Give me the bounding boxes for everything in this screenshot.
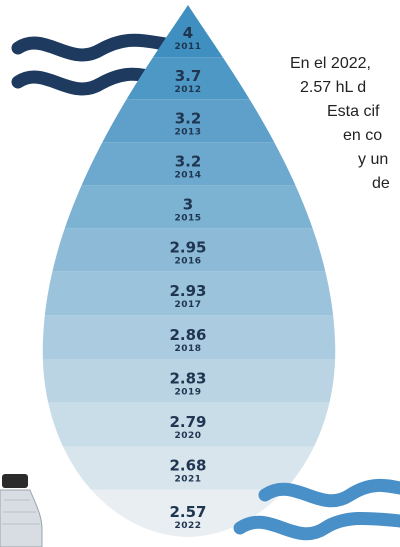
- infographic: En el 2022,2.57 hL dEsta cifen coy unde …: [0, 0, 400, 547]
- value-label: 2.68: [169, 457, 206, 475]
- value-label: 2.79: [169, 413, 206, 431]
- year-label: 2019: [174, 388, 201, 398]
- value-label: 3: [183, 196, 193, 214]
- value-label: 4: [183, 24, 193, 42]
- side-text: En el 2022, 2.57 hL d Esta cif en co y un de: [290, 55, 390, 192]
- year-label: 2016: [174, 257, 201, 267]
- side-text-line: 2.57 hL d: [300, 79, 366, 96]
- year-label: 2018: [174, 344, 201, 354]
- value-label: 2.57: [169, 503, 206, 521]
- value-label: 3.2: [175, 153, 202, 171]
- value-label: 2.86: [169, 326, 206, 344]
- year-label: 2022: [174, 521, 201, 531]
- year-label: 2015: [174, 214, 201, 224]
- year-label: 2011: [174, 42, 201, 52]
- bottle: [0, 474, 42, 547]
- value-label: 2.93: [169, 282, 206, 300]
- value-label: 2.83: [169, 370, 206, 388]
- value-label: 3.7: [175, 67, 202, 85]
- year-label: 2017: [174, 300, 201, 310]
- side-text-line: En el 2022,: [290, 55, 371, 72]
- waves-bottom: [240, 485, 400, 533]
- value-label: 3.2: [175, 110, 202, 128]
- year-label: 2021: [174, 475, 201, 485]
- side-text-line: y un: [358, 151, 388, 168]
- year-label: 2020: [174, 431, 201, 441]
- side-text-line: de: [372, 175, 390, 192]
- year-label: 2012: [174, 85, 201, 95]
- side-text-line: Esta cif: [327, 103, 380, 120]
- value-label: 2.95: [169, 239, 206, 257]
- year-label: 2014: [174, 171, 201, 181]
- year-label: 2013: [174, 128, 201, 138]
- side-text-line: en co: [343, 127, 382, 144]
